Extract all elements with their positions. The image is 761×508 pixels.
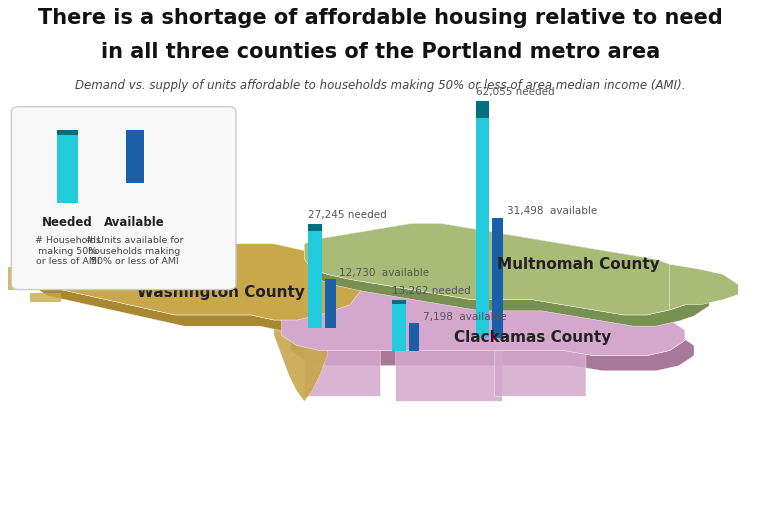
Bar (392, 300, 406, 351)
Polygon shape (304, 340, 380, 396)
Bar (325, 279, 336, 328)
Bar (492, 218, 503, 338)
Text: Clackamas County: Clackamas County (454, 330, 611, 345)
Text: 7,198  available: 7,198 available (423, 311, 507, 322)
Polygon shape (304, 224, 709, 326)
Polygon shape (8, 279, 38, 290)
Text: 12,730  available: 12,730 available (339, 268, 429, 278)
Bar (392, 300, 406, 304)
Polygon shape (304, 224, 700, 315)
Polygon shape (282, 284, 694, 371)
Polygon shape (274, 320, 327, 401)
Polygon shape (30, 293, 61, 302)
Text: Washington County: Washington County (137, 284, 304, 300)
Bar (57, 130, 78, 203)
Text: Needed: Needed (43, 216, 93, 229)
Bar (308, 224, 322, 231)
Bar (409, 323, 419, 351)
Bar (308, 224, 322, 328)
Polygon shape (495, 340, 586, 396)
Bar (476, 102, 489, 118)
Text: 13,262 needed: 13,262 needed (392, 286, 470, 296)
Polygon shape (670, 264, 738, 310)
Text: # Households
making 50%
or less of AMI: # Households making 50% or less of AMI (35, 236, 100, 266)
Text: Demand vs. supply of units affordable to households making 50% or less of area m: Demand vs. supply of units affordable to… (75, 79, 686, 92)
Text: 62,055 needed: 62,055 needed (476, 87, 554, 98)
Text: There is a shortage of affordable housing relative to need: There is a shortage of affordable housin… (38, 8, 723, 27)
Text: Multnomah County: Multnomah County (497, 257, 660, 272)
Bar (57, 130, 78, 136)
Text: in all three counties of the Portland metro area: in all three counties of the Portland me… (101, 42, 660, 61)
Bar (126, 130, 144, 182)
Text: Available: Available (104, 216, 165, 229)
Bar (476, 102, 489, 338)
Polygon shape (396, 340, 502, 401)
FancyBboxPatch shape (11, 107, 236, 290)
Text: # Units available for
households making
50% or less of AMI: # Units available for households making … (86, 236, 183, 266)
Polygon shape (23, 234, 374, 331)
Polygon shape (8, 267, 46, 279)
Polygon shape (282, 284, 685, 356)
Text: 27,245 needed: 27,245 needed (308, 210, 387, 220)
Text: 31,498  available: 31,498 available (507, 206, 597, 216)
Polygon shape (23, 234, 365, 320)
